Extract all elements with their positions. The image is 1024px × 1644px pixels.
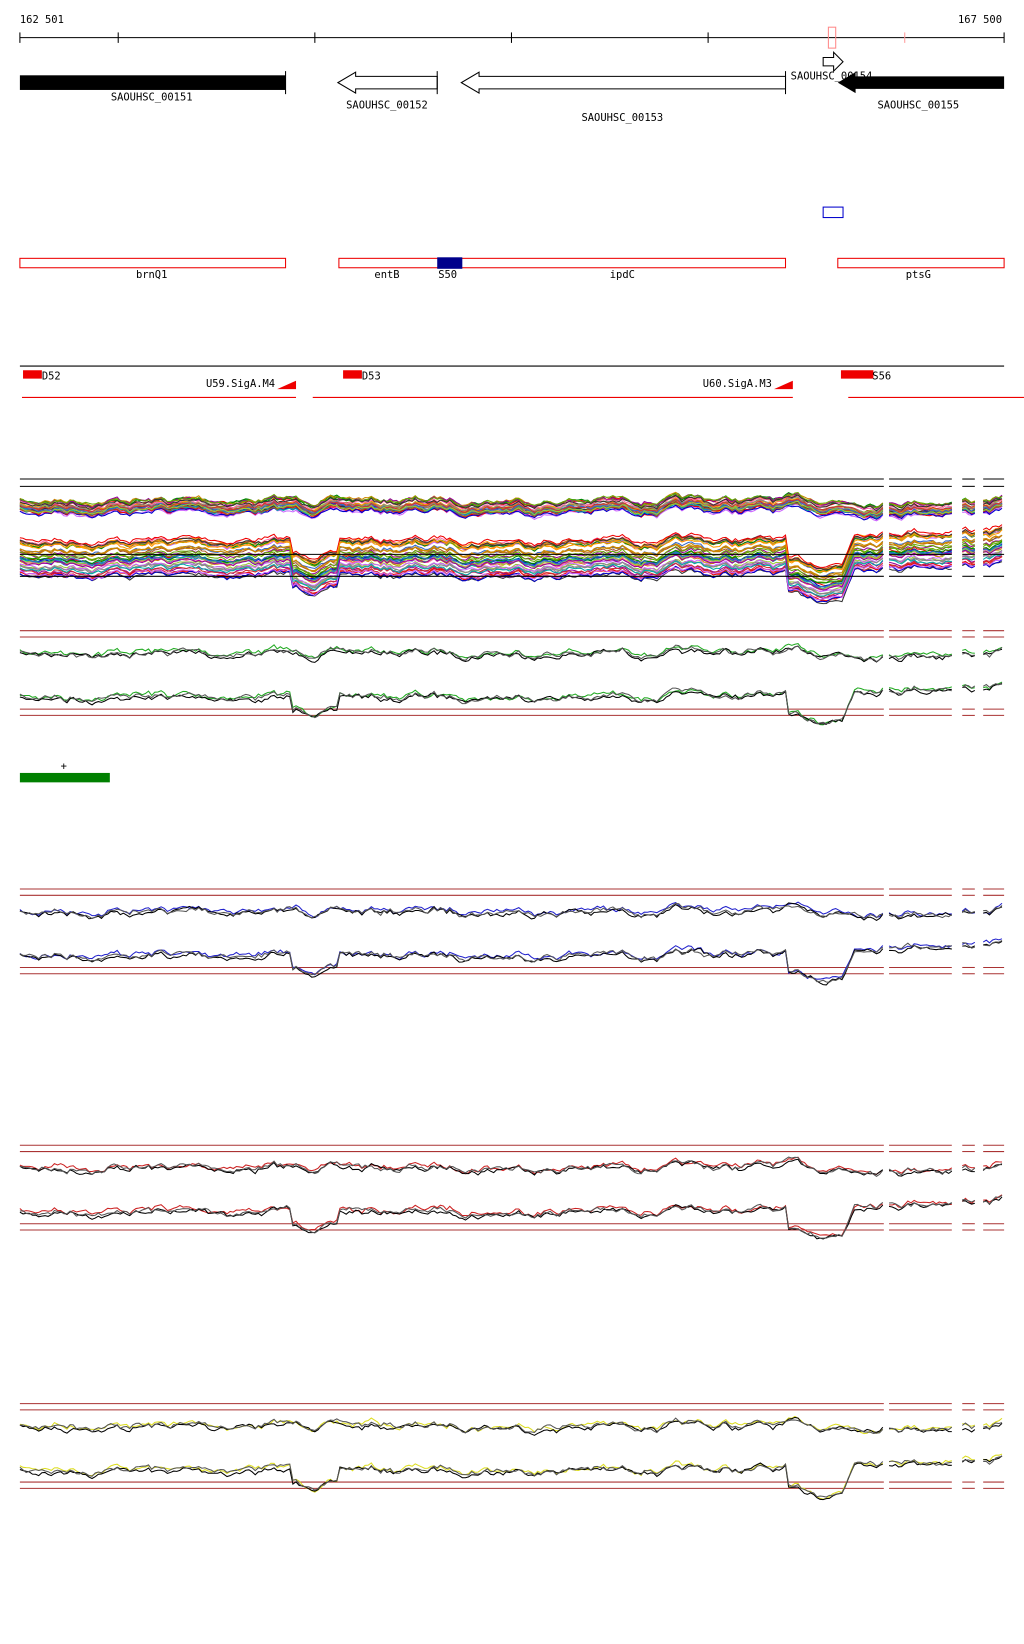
gene-label: SAOUHSC_00151 [111,91,193,103]
signal-line [19,1455,1003,1501]
genes [19,51,1005,95]
signal-line [19,529,1003,573]
feature-box [338,257,787,269]
gene-arrow [336,71,438,95]
signal-line [19,535,1003,579]
signal-line [19,645,1003,663]
signal-line [19,1453,1003,1500]
signal-line [19,526,1003,571]
signal-line [19,938,1003,980]
feature-label: brnQ1 [136,269,167,281]
signal-line [19,494,1003,512]
feature-label: ipdC [610,269,635,281]
highlight [827,26,837,49]
feature-box [837,257,1005,269]
gene-label: SAOUHSC_00152 [346,100,428,112]
reg-label: D52 [42,371,61,383]
feature-box [19,257,287,269]
signal-line [19,534,1003,577]
reg-mark [277,380,297,390]
signal-line [19,940,1003,983]
reg-label: U59.SigA.M4 [206,378,275,390]
strand-bar [19,772,110,783]
signal-line [19,544,1003,587]
gene-arrow [460,71,787,95]
signal-line [19,681,1003,726]
signal-line [19,901,1003,919]
ruler [19,32,1005,43]
signal-line [19,542,1003,588]
signal-line [19,1196,1003,1240]
signal-line [19,1195,1003,1239]
feature-fill [437,257,463,269]
gene-arrow [822,51,844,73]
feature-label: entB [374,269,399,281]
expression-tracks [19,478,1005,1501]
signal-line [19,1194,1003,1237]
gene-arrow [837,72,1005,94]
signal-line [19,1416,1003,1436]
reg-mark [774,380,793,390]
signal-line [19,902,1003,922]
regulators [19,365,1024,398]
signal-line [19,500,1003,518]
gene-label: SAOUHSC_00155 [877,100,959,112]
signal-line [19,1156,1003,1177]
signal-line [19,553,1003,597]
signal-line [19,552,1003,595]
signal-line [19,1158,1003,1177]
signal-line [19,558,1003,601]
signal-line [19,546,1003,591]
reg-box [23,370,42,379]
gene-label: SAOUHSC_00154 [791,70,873,82]
signal-line [19,1417,1003,1434]
signal-line [19,940,1003,986]
signal-line [19,559,1003,603]
features [19,206,1005,269]
signal-line [19,539,1003,581]
feature-box [822,206,844,219]
signal-line [19,902,1003,920]
feature-label: S50 [438,269,457,281]
feature-label: ptsG [906,269,931,281]
signal-line [19,1415,1003,1435]
signal-line [19,1455,1003,1498]
signal-line [19,492,1003,511]
reg-label: D53 [362,371,381,383]
signal-line [19,683,1003,725]
ruler-start: 162 501 [20,14,64,26]
strand-label: + [61,761,67,773]
signal-line [19,498,1003,515]
signal-line [19,495,1003,511]
signal-line [19,496,1003,515]
ruler-end: 167 500 [958,14,1002,26]
reg-box [343,370,362,379]
signal-line [19,682,1003,725]
reg-label: U60.SigA.M3 [703,378,772,390]
signal-line [19,549,1003,595]
signal-line [19,524,1003,568]
gene-bar [19,75,286,90]
reg-box [840,370,874,379]
reg-label: S56 [872,371,891,383]
signal-line [19,644,1003,663]
gene-label: SAOUHSC_00153 [581,112,663,124]
